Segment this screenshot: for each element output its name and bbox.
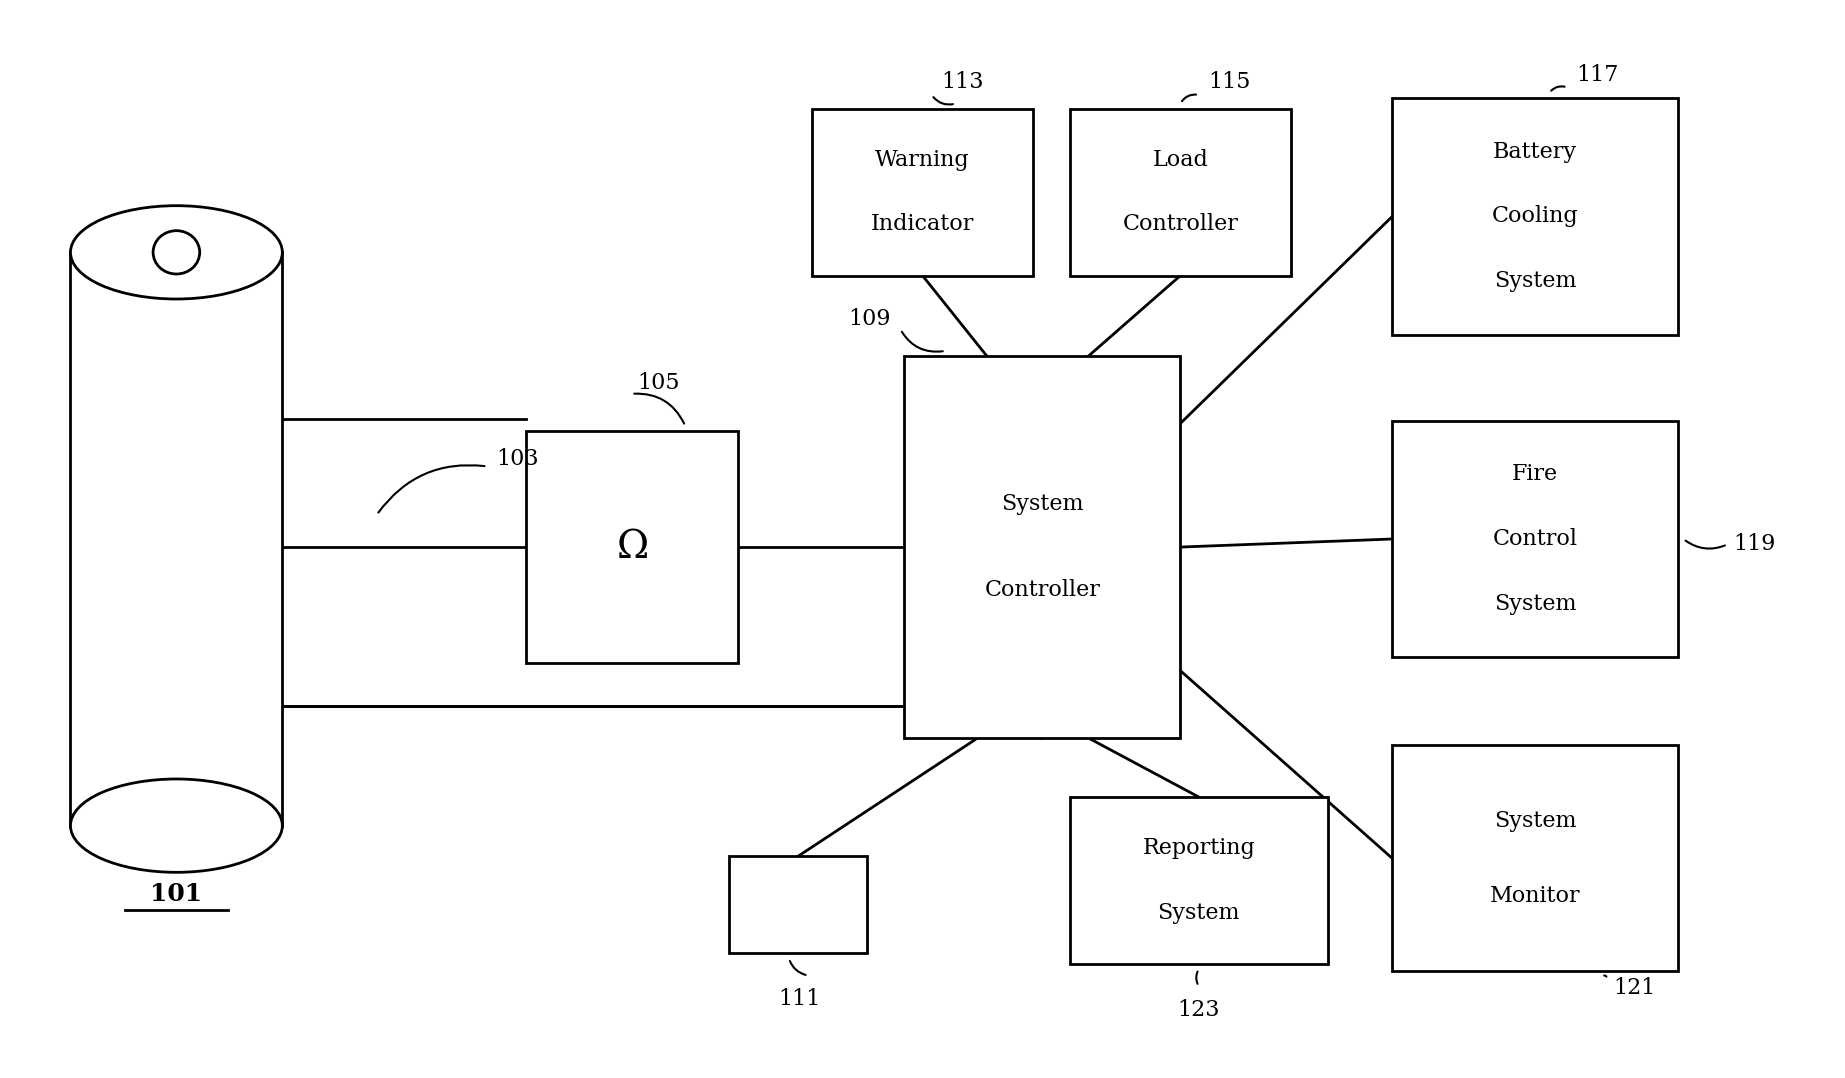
Text: 111: 111 [779,989,821,1010]
Text: Controller: Controller [983,579,1100,602]
Text: Monitor: Monitor [1489,885,1581,907]
Text: 119: 119 [1732,534,1775,555]
Text: 109: 109 [849,307,891,330]
Text: System: System [1157,901,1240,924]
Text: Controller: Controller [1122,213,1238,235]
Bar [1070,797,1328,964]
Text: System: System [1494,593,1576,614]
Text: Ω: Ω [616,528,648,566]
Text: 115: 115 [1208,71,1251,93]
Bar [729,856,867,953]
Ellipse shape [153,231,199,274]
Text: Cooling: Cooling [1493,206,1577,227]
Text: System: System [1494,810,1576,832]
Text: Battery: Battery [1493,141,1577,163]
Text: System: System [1002,493,1083,515]
Bar [1393,420,1677,658]
Text: 103: 103 [496,447,539,470]
Text: 121: 121 [1613,978,1655,999]
Text: Reporting: Reporting [1142,838,1255,859]
Text: System: System [1494,270,1576,292]
Text: Control: Control [1493,528,1577,550]
Bar [526,431,738,663]
Bar [1070,109,1292,276]
Text: 123: 123 [1177,999,1220,1021]
Text: 101: 101 [149,882,203,906]
Ellipse shape [70,779,282,872]
Text: Fire: Fire [1511,464,1557,485]
Text: Load: Load [1153,149,1208,171]
Bar [904,356,1181,738]
Text: Warning: Warning [875,149,970,171]
Bar [70,252,282,826]
Text: 113: 113 [941,71,983,93]
Bar [812,109,1033,276]
Text: Indicator: Indicator [871,213,974,235]
Ellipse shape [70,206,282,299]
Text: 117: 117 [1576,64,1618,85]
Bar [1393,746,1677,971]
Bar [1393,98,1677,334]
Text: 105: 105 [637,372,679,395]
